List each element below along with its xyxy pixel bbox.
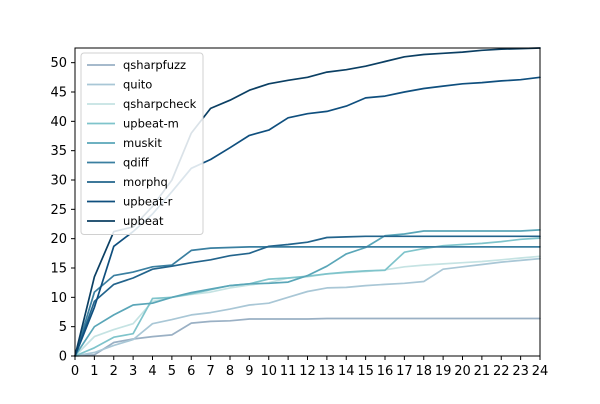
- y-tick-label: 45: [50, 86, 67, 101]
- x-tick-label: 9: [245, 364, 253, 379]
- x-tick-label: 16: [377, 364, 394, 379]
- x-tick-label: 18: [415, 364, 432, 379]
- x-tick-label: 3: [129, 364, 137, 379]
- legend-label: upbeat-m: [123, 117, 179, 131]
- x-tick-label: 21: [474, 364, 491, 379]
- x-tick-label: 13: [319, 364, 336, 379]
- series-line-quito: [74, 257, 541, 357]
- y-tick-label: 5: [59, 320, 67, 335]
- y-tick-label: 10: [50, 291, 67, 306]
- x-tick-label: 15: [357, 364, 374, 379]
- y-axis-ticks: 0 5 10 15 20 25 30 35 40 45 50: [50, 56, 75, 365]
- legend-label: upbeat-r: [123, 195, 173, 209]
- x-axis-ticks: 0 1 2 3 4 5 6 7 8 9 10 11 12 13 14 15 16 17 18 19 20 21 22 23 24: [71, 356, 548, 379]
- y-tick-label: 30: [50, 174, 67, 189]
- legend-label: qdiff: [123, 156, 150, 170]
- x-tick-label: 8: [226, 364, 234, 379]
- x-tick-label: 19: [435, 364, 452, 379]
- x-tick-label: 12: [299, 364, 316, 379]
- x-tick-label: 1: [90, 364, 98, 379]
- x-tick-label: 14: [338, 364, 355, 379]
- legend-label: qsharpcheck: [123, 97, 197, 111]
- x-tick-label: 10: [260, 364, 277, 379]
- y-tick-label: 20: [50, 232, 67, 247]
- legend-label: quito: [123, 78, 152, 92]
- series-line-morphq: [74, 235, 541, 357]
- series-line-qsharpfuzz: [74, 317, 541, 357]
- y-tick-label: 40: [50, 115, 67, 130]
- x-tick-label: 11: [280, 364, 297, 379]
- x-tick-label: 4: [148, 364, 156, 379]
- series-line-qdiff: [74, 246, 541, 357]
- x-tick-label: 24: [532, 364, 549, 379]
- x-tick-label: 22: [493, 364, 510, 379]
- y-tick-label: 25: [50, 203, 67, 218]
- series-lines: [74, 47, 541, 357]
- x-tick-label: 2: [110, 364, 118, 379]
- y-tick-label: 50: [50, 56, 67, 71]
- y-tick-label: 0: [59, 350, 67, 365]
- legend: qsharpfuzz quito qsharpcheck upbeat-m muskit…: [80, 52, 204, 235]
- legend-label: upbeat: [123, 214, 164, 228]
- x-tick-label: 17: [396, 364, 413, 379]
- legend-box: [80, 52, 204, 235]
- legend-label: muskit: [123, 136, 162, 150]
- x-tick-label: 20: [454, 364, 471, 379]
- x-tick-label: 7: [206, 364, 214, 379]
- x-tick-label: 0: [71, 364, 79, 379]
- y-tick-label: 15: [50, 262, 67, 277]
- legend-label: qsharpfuzz: [123, 58, 186, 72]
- legend-label: morphq: [123, 175, 168, 189]
- series-line-muskit: [74, 229, 541, 357]
- series-line-qsharpcheck: [74, 255, 541, 357]
- y-tick-label: 35: [50, 144, 67, 159]
- x-tick-label: 5: [168, 364, 176, 379]
- x-tick-label: 6: [187, 364, 195, 379]
- x-tick-label: 23: [512, 364, 529, 379]
